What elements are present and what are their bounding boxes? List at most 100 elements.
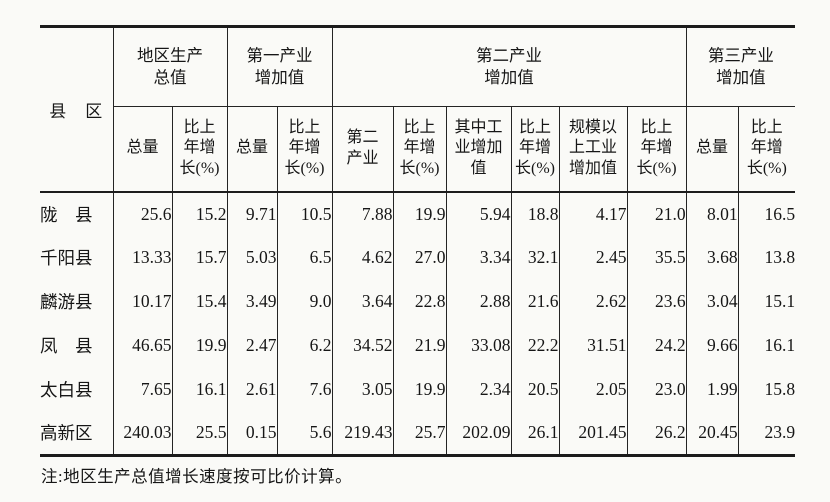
subheader-gdp-total: 总量	[113, 106, 173, 193]
subheader-above-scale-industrial: 规模以 上工业 增加值	[559, 106, 628, 193]
data-cell: 3.64	[332, 279, 394, 324]
subheader-secondary-growth: 比上 年增 长(%)	[393, 106, 447, 193]
data-cell: 32.1	[511, 235, 560, 280]
data-cell: 27.0	[393, 235, 447, 280]
group-header-row: 县 区 地区生产 总值 第一产业 增加值 第二产业 增加值 第三产业 增加值	[40, 25, 796, 193]
data-cell: 24.2	[627, 323, 687, 368]
table-row-longxian: 陇 县 25.6 15.2 9.71 10.5 7.88 19.9 5.94 1…	[40, 191, 796, 236]
subheader-above-scale-growth: 比上 年增 长(%)	[627, 106, 687, 193]
data-cell: 240.03	[113, 411, 173, 457]
data-cell: 16.1	[764, 335, 796, 355]
data-cell: 23.0	[627, 367, 687, 412]
county-name-cell: 凤 县	[40, 323, 114, 368]
data-cell: 6.5	[277, 235, 333, 280]
data-cell: 19.9	[393, 191, 447, 236]
data-cell: 6.2	[277, 323, 333, 368]
table-row-linyou: 麟游县 10.17 15.4 3.49 9.0 3.64 22.8 2.88 2…	[40, 279, 796, 324]
data-cell: 19.9	[172, 323, 228, 368]
data-cell: 19.9	[393, 367, 447, 412]
data-cell: 8.01	[686, 191, 739, 236]
county-name-cell: 陇 县	[40, 191, 114, 236]
data-cell: 21.6	[511, 279, 560, 324]
subheader-industrial-added-value: 其中工 业增加 值	[446, 106, 512, 193]
subheader-primary-total: 总量	[227, 106, 278, 193]
group-header-tertiary-industry: 第三产业 增加值	[686, 25, 796, 107]
data-cell: 201.45	[559, 411, 628, 457]
data-cell: 20.5	[511, 367, 560, 412]
data-cell: 23.9	[738, 411, 796, 457]
corner-header-county-district: 县 区	[40, 25, 114, 193]
data-cell: 2.34	[446, 367, 512, 412]
data-cell: 10.5	[277, 191, 333, 236]
data-cell: 9.0	[277, 279, 333, 324]
county-name-cell: 麟游县	[40, 279, 114, 324]
data-cell: 18.8	[511, 191, 560, 236]
data-cell: 2.47	[227, 323, 278, 368]
data-cell: 15.4	[172, 279, 228, 324]
data-cell: 3.34	[446, 235, 512, 280]
data-cell: 15.8	[764, 379, 796, 399]
data-cell: 3.05	[332, 367, 394, 412]
data-cell: 25.5	[172, 411, 228, 457]
table-row-gaoxinqu: 高新区 240.03 25.5 0.15 5.6 219.43 25.7 202…	[40, 411, 796, 457]
data-cell: 5.03	[227, 235, 278, 280]
data-cell: 23.6	[627, 279, 687, 324]
data-cell: 2.45	[559, 235, 628, 280]
table-row-fengxian: 凤 县 46.65 19.9 2.47 6.2 34.52 21.9 33.08…	[40, 323, 796, 368]
data-cell: 2.05	[559, 367, 628, 412]
data-cell: 13.33	[113, 235, 173, 280]
data-cell: 4.17	[559, 191, 628, 236]
subheader-gdp-growth: 比上 年增 长(%)	[172, 106, 228, 193]
table-row-taibai: 太白县 7.65 16.1 2.61 7.6 3.05 19.9 2.34 20…	[40, 367, 796, 412]
data-cell: 16.1	[172, 367, 228, 412]
county-name-cell: 高新区	[40, 411, 114, 457]
data-cell: 3.04	[686, 279, 739, 324]
data-cell: 202.09	[446, 411, 512, 457]
data-cell: 25.6	[113, 191, 173, 236]
data-cell: 3.49	[227, 279, 278, 324]
data-cell: 5.6	[277, 411, 333, 457]
data-cell: 7.65	[113, 367, 173, 412]
regional-gdp-table: 县 区 地区生产 总值 第一产业 增加值 第二产业 增加值 第三产业 增加值 总…	[40, 25, 796, 457]
table-note: 注:地区生产总值增长速度按可比价计算。	[41, 467, 353, 486]
data-cell: 33.08	[446, 323, 512, 368]
data-cell: 7.88	[332, 191, 394, 236]
data-cell: 20.45	[686, 411, 739, 457]
data-cell: 3.68	[686, 235, 739, 280]
data-cell: 15.7	[172, 235, 228, 280]
group-header-primary-industry: 第一产业 增加值	[227, 25, 333, 107]
data-cell: 15.1	[764, 291, 796, 311]
data-cell: 2.61	[227, 367, 278, 412]
data-cell: 9.66	[686, 323, 739, 368]
data-cell: 25.7	[393, 411, 447, 457]
data-cell: 46.65	[113, 323, 173, 368]
subheader-industrial-growth: 比上 年增 长(%)	[511, 106, 560, 193]
table-row-qianyang: 千阳县 13.33 15.7 5.03 6.5 4.62 27.0 3.34 3…	[40, 235, 796, 280]
data-cell: 26.1	[511, 411, 560, 457]
county-name-cell: 千阳县	[40, 235, 114, 280]
data-cell: 10.17	[113, 279, 173, 324]
subheader-tertiary-growth: 比上 年增 长(%)	[738, 106, 796, 193]
data-cell: 21.0	[627, 191, 687, 236]
data-cell: 4.62	[332, 235, 394, 280]
sub-header-row: 总量 比上 年增 长(%) 总量 比上 年增 长(%) 第二 产业 比上 年增 …	[40, 106, 796, 193]
data-cell: 34.52	[332, 323, 394, 368]
data-cell: 22.8	[393, 279, 447, 324]
data-cell: 21.9	[393, 323, 447, 368]
data-cell: 2.62	[559, 279, 628, 324]
group-header-secondary-industry: 第二产业 增加值	[332, 25, 687, 107]
data-cell: 15.2	[172, 191, 228, 236]
subheader-secondary-industry: 第二 产业	[332, 106, 394, 193]
data-cell: 1.99	[686, 367, 739, 412]
group-header-regional-gdp: 地区生产 总值	[113, 25, 228, 107]
data-cell: 35.5	[627, 235, 687, 280]
data-cell: 26.2	[627, 411, 687, 457]
data-cell: 0.15	[227, 411, 278, 457]
data-cell: 13.8	[764, 247, 796, 267]
data-cell: 219.43	[332, 411, 394, 457]
county-name-cell: 太白县	[40, 367, 114, 412]
data-cell: 22.2	[511, 323, 560, 368]
subheader-primary-growth: 比上 年增 长(%)	[277, 106, 333, 193]
data-cell: 16.5	[764, 203, 796, 224]
